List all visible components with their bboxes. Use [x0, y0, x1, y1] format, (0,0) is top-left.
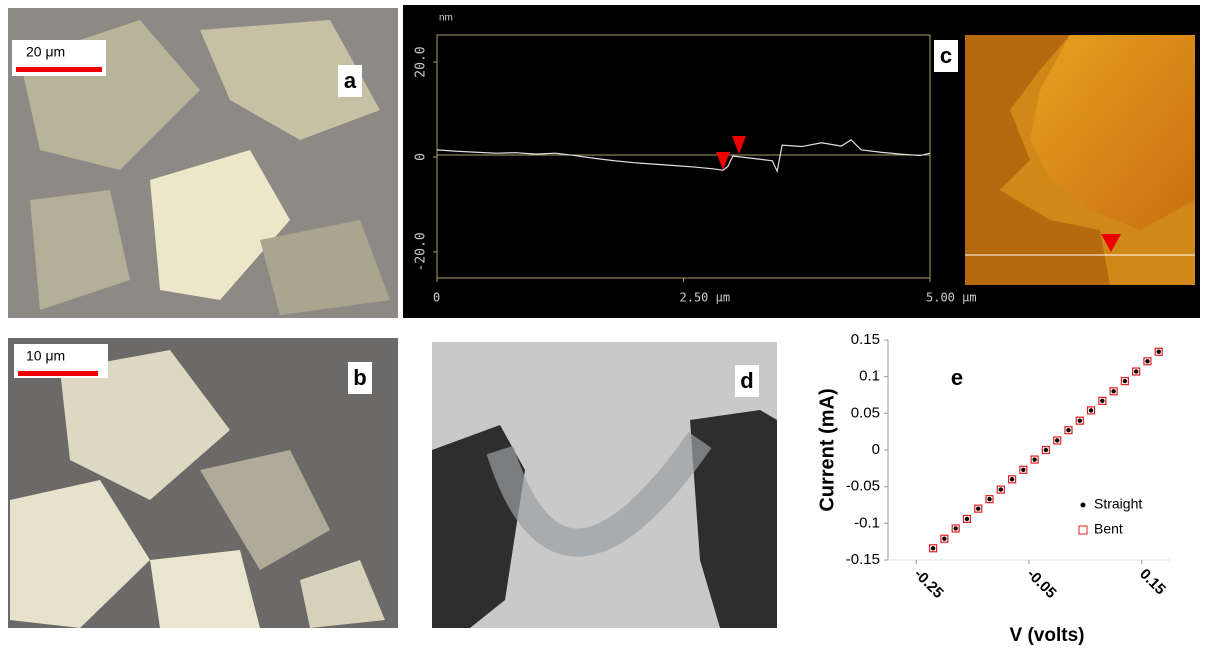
point: [1089, 408, 1093, 412]
point: [976, 506, 980, 510]
legend-marker: [1081, 503, 1086, 508]
x-tick-label: 5.00 μm: [926, 291, 977, 305]
scale-bar: [18, 371, 98, 376]
point: [965, 517, 969, 521]
point: [1021, 468, 1025, 472]
point: [987, 497, 991, 501]
y-tick-label: 0.1: [859, 368, 880, 385]
point: [1055, 438, 1059, 442]
point: [931, 546, 935, 550]
y-tick-label: 20.0: [414, 46, 429, 77]
figure: 20 μm a 10 μm b c d: [0, 0, 1212, 654]
y-tick-label: -20.0: [414, 232, 429, 271]
point: [953, 526, 957, 530]
point: [1157, 350, 1161, 354]
scale-text: 10 μm: [26, 348, 65, 364]
y-tick-label: -0.05: [846, 478, 880, 495]
legend-label: Straight: [1094, 496, 1142, 512]
point: [1010, 477, 1014, 481]
legend-marker: [1079, 526, 1087, 534]
y-axis-label: Current (mA): [816, 388, 838, 511]
x-tick-label: -0.25: [911, 566, 947, 602]
point: [1123, 379, 1127, 383]
panel-label: d: [740, 368, 753, 393]
y-tick-label: -0.1: [854, 514, 880, 531]
y-tick-label: 0: [414, 153, 429, 161]
x-tick-label: 0.15: [1136, 566, 1169, 599]
y-tick-label: -0.15: [846, 551, 880, 568]
x-tick-label: -0.05: [1023, 566, 1059, 602]
panel-a: 20 μm a: [8, 8, 398, 318]
panel-b: 10 μm b: [8, 338, 398, 628]
panel-label: a: [344, 68, 357, 93]
page: 20 μm a 10 μm b c d: [0, 0, 1212, 654]
point: [1066, 428, 1070, 432]
panel-label: e: [951, 365, 963, 390]
point: [1145, 359, 1149, 363]
point: [1134, 369, 1138, 373]
panel-c: c: [403, 5, 1200, 318]
panel-d: d: [432, 342, 777, 628]
y-tick-label: 0: [872, 441, 880, 458]
legend-label: Bent: [1094, 521, 1123, 537]
point: [999, 487, 1003, 491]
point: [1100, 399, 1104, 403]
point: [942, 537, 946, 541]
panel-label: b: [353, 365, 366, 390]
y-tick-label: 0.15: [851, 331, 880, 348]
point: [1044, 448, 1048, 452]
panel-label: c: [940, 43, 952, 68]
scale-text: 20 μm: [26, 44, 65, 60]
scale-bar: [16, 67, 102, 72]
x-axis-label: V (volts): [1010, 625, 1085, 646]
y-axis-label: nm: [439, 13, 453, 24]
x-tick-label: 0: [433, 291, 440, 305]
y-tick-label: 0.05: [851, 404, 880, 421]
x-tick-label: 2.50 μm: [680, 291, 731, 305]
point: [1111, 389, 1115, 393]
point: [1078, 418, 1082, 422]
point: [1032, 457, 1036, 461]
